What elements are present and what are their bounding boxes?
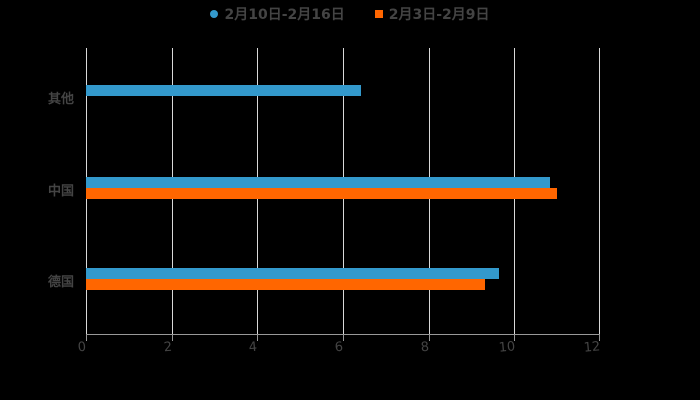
legend-item-series-2[interactable]: 2月3日-2月9日: [374, 4, 490, 24]
chart-legend: 2月10日-2月16日 2月3日-2月9日: [0, 4, 700, 24]
x-tick: [514, 335, 516, 341]
x-tick-label: 12: [583, 339, 601, 356]
y-label-germany: 德国: [48, 275, 75, 290]
x-tick: [257, 335, 259, 341]
x-tick-label: 4: [248, 339, 258, 356]
x-tick-label: 8: [420, 339, 430, 356]
legend-label: 2月10日-2月16日: [224, 7, 345, 23]
legend-label: 2月3日-2月9日: [388, 7, 490, 23]
x-tick: [599, 335, 600, 341]
y-label-other: 其他: [48, 92, 75, 107]
x-tick: [343, 335, 344, 341]
x-axis-line: [86, 334, 600, 335]
x-tick-label: 2: [163, 339, 173, 356]
x-tick: [86, 335, 87, 341]
legend-item-series-1[interactable]: 2月10日-2月16日: [210, 4, 345, 24]
bar-other-series-1[interactable]: [86, 85, 361, 96]
gridline: [599, 48, 600, 335]
bar-china-series-1[interactable]: [86, 177, 550, 188]
x-tick-label: 10: [498, 339, 516, 356]
x-tick-label: 6: [334, 339, 344, 356]
x-tick-label: 0: [77, 339, 87, 356]
legend-square-icon: [374, 10, 383, 18]
bar-china-series-2[interactable]: [86, 188, 557, 199]
x-tick: [171, 335, 173, 341]
legend-circle-icon: [210, 10, 219, 18]
x-tick: [428, 335, 430, 341]
bar-germany-series-1[interactable]: [86, 268, 499, 279]
y-label-china: 中国: [48, 184, 75, 199]
plot-area: [86, 48, 600, 341]
bar-germany-series-2[interactable]: [86, 279, 485, 290]
